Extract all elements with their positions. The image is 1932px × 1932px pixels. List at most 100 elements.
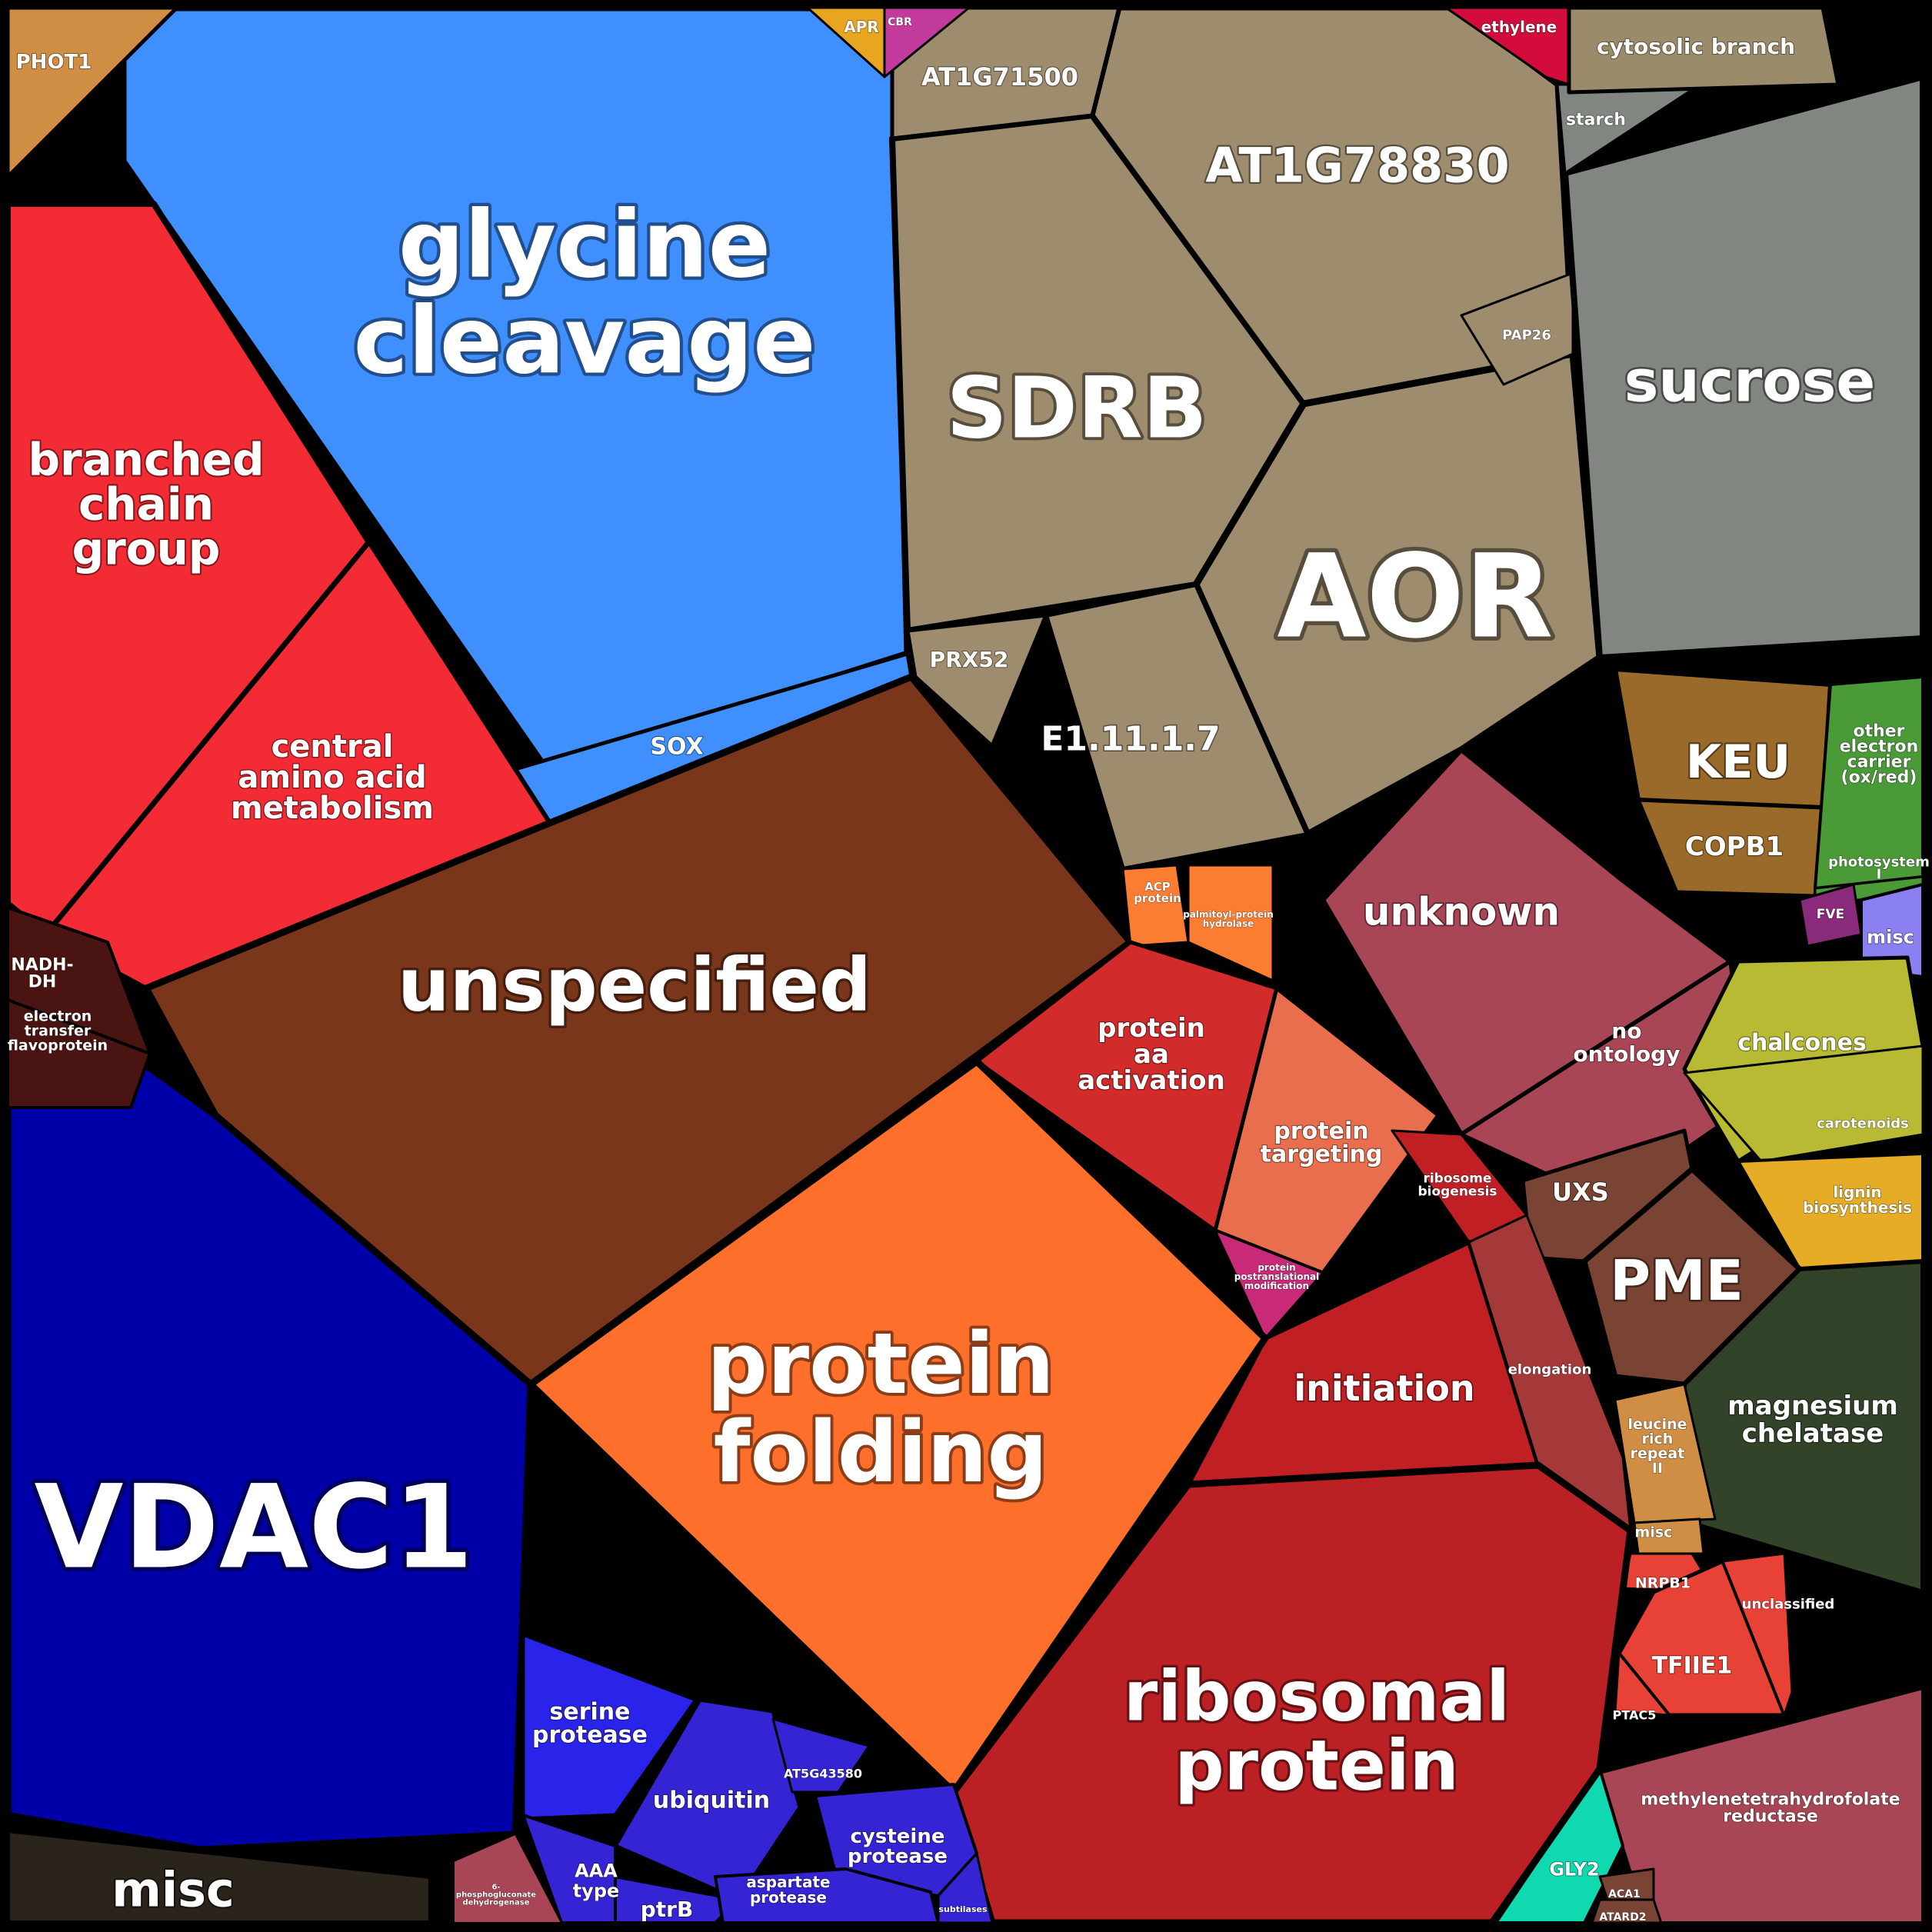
cell-label-no-ontology-26: no ontology xyxy=(1574,1018,1681,1067)
cell-label-sox-1: SOX xyxy=(650,734,703,761)
cell-label-initiation-49: initiation xyxy=(1294,1367,1474,1409)
cell-misc-34 xyxy=(1633,1517,1705,1555)
cell-label-apr-13: APR xyxy=(844,18,879,36)
cell-unknown-25 xyxy=(1321,748,1733,1137)
cell-label-ptac5-38: PTAC5 xyxy=(1613,1708,1657,1723)
cell-at5g43580-59 xyxy=(771,1717,871,1794)
cell-label-cysteine-protease-60: cysteine protease xyxy=(848,1825,948,1868)
cell-cytosolic-branch-18 xyxy=(1567,5,1840,95)
cell-misc-54 xyxy=(5,1828,433,1925)
cell-label-nadh-dh-55: NADH-DH xyxy=(11,956,73,992)
cell-sucrose-16 xyxy=(1562,74,1926,661)
cell-label-tfiie1-36: TFIIE1 xyxy=(1652,1653,1733,1680)
cell-label-nrpb1-35: NRPB1 xyxy=(1635,1575,1690,1592)
cell-label-ribosome-biogenesis-48: ribosome biogenesis xyxy=(1417,1171,1497,1199)
cell-vdac1-53 xyxy=(4,1061,535,1854)
cell-label-elongation-50: elongation xyxy=(1508,1361,1592,1377)
cell-cbr-14 xyxy=(883,6,971,78)
cell-label-pme-31: PME xyxy=(1610,1248,1744,1313)
cell-misc-24 xyxy=(1860,883,1924,978)
cell-label-sucrose-16: sucrose xyxy=(1624,347,1876,415)
cell-label-cbr-14: CBR xyxy=(888,16,912,28)
cell-label-cytosolic-branch-18: cytosolic branch xyxy=(1597,34,1795,59)
cell-label-aaa-type-61: AAA type xyxy=(573,1860,620,1901)
cell-label-fve-23: FVE xyxy=(1817,907,1844,922)
treemap-labels: glycine cleavage SOX branched chain group cent… xyxy=(7,15,1930,1924)
cell-phot1-4 xyxy=(5,5,179,179)
treemap-cells xyxy=(4,4,1926,1927)
cell-aspartate-protease-63 xyxy=(714,1867,940,1924)
cell-label-unknown-25: unknown xyxy=(1363,890,1560,934)
cell-tfiie1-36 xyxy=(1617,1559,1787,1717)
cell-label-branched-chain-group-2: branched chain group xyxy=(28,433,264,575)
cell-palmitoyl-protein-hydrolase-44 xyxy=(1187,864,1274,982)
cell-label-subtilases-64: subtilases xyxy=(938,1904,987,1914)
cell-label-ubiquitin-58: ubiquitin xyxy=(653,1787,770,1814)
cell-label-aspartate-protease-63: aspartate protease xyxy=(746,1873,830,1907)
cell-label-aca1-41: ACA1 xyxy=(1608,1888,1641,1900)
cell-label-at1g78830-7: AT1G78830 xyxy=(1205,138,1509,194)
cell-label-at5g43580-59: AT5G43580 xyxy=(784,1767,862,1781)
cell-label-misc-34: misc xyxy=(1635,1524,1673,1541)
cell-label-phot1-4: PHOT1 xyxy=(16,51,92,74)
cell-acp-protein-43 xyxy=(1121,864,1190,948)
cell-label-protein-folding-52: protein folding xyxy=(707,1314,1054,1501)
cell-leucine-rich-repeat-ii-33 xyxy=(1614,1383,1717,1524)
cell-label-starch-17: starch xyxy=(1566,111,1626,130)
cell-unclassified-37 xyxy=(1721,1552,1794,1717)
cell-label-uxs-30: UXS xyxy=(1552,1178,1609,1207)
cell-label-pap26-12: PAP26 xyxy=(1502,327,1551,343)
cell-e1-11-1-7-10 xyxy=(1044,582,1310,871)
cell-label-acp-protein-43: ACP protein xyxy=(1134,880,1181,905)
cell-protein-folding-52 xyxy=(527,1058,1269,1796)
cell-label-electron-transfer-flavoprotein-56: electron transfer flavoprotein xyxy=(8,1008,108,1054)
cell-ptac5-38 xyxy=(1614,1652,1671,1717)
cell-prx52-11 xyxy=(905,613,1048,748)
cell-label-vdac1-53: VDAC1 xyxy=(34,1461,473,1595)
cell-label-unclassified-37: unclassified xyxy=(1742,1596,1835,1612)
cell-label-copb1-20: COPB1 xyxy=(1685,831,1784,862)
cell-atard2-42 xyxy=(1591,1898,1663,1924)
cell-label-serine-protease-57: serine protease xyxy=(532,1699,648,1749)
cell-label-sdrb-6: SDRB xyxy=(946,359,1207,458)
cell-ubiquitin-58 xyxy=(613,1697,802,1902)
cell-label-6-phosphogluconate-dehydrogenase-65: 6-phosphogluconate dehydrogenase xyxy=(456,1884,536,1907)
cell-label-e1-11-1-7-10: E1.11.1.7 xyxy=(1041,719,1220,758)
cell-at1g71500-8 xyxy=(890,5,1121,141)
cell-label-methylenetetrahydrofolate-reductase-39: methylenetetrahydrofolate reductase xyxy=(1641,1790,1900,1827)
cell-6-phosphogluconate-dehydrogenase-65 xyxy=(453,1834,562,1924)
cell-electron-transfer-flavoprotein-56 xyxy=(6,998,152,1109)
cell-label-palmitoyl-protein-hydrolase-44: palmitoyl-protein hydrolase xyxy=(1183,909,1274,929)
cell-label-at1g71500-8: AT1G71500 xyxy=(921,62,1078,92)
cell-label-carotenoids-28: carotenoids xyxy=(1817,1115,1909,1131)
cell-label-keu-19: KEU xyxy=(1686,735,1790,789)
cell-label-gly2-40: GLY2 xyxy=(1549,1858,1599,1880)
cell-label-atard2-42: ATARD2 xyxy=(1599,1911,1646,1924)
cell-label-magnesium-chelatase-32: magnesium chelatase xyxy=(1727,1391,1898,1449)
cell-label-chalcones-27: chalcones xyxy=(1737,1030,1867,1057)
cell-label-prx52-11: PRX52 xyxy=(930,647,1009,672)
cell-label-unspecified-5: unspecified xyxy=(398,943,871,1028)
cell-label-other-electron-carrier-ox-red-21: other electron carrier (ox/red) xyxy=(1840,722,1919,788)
cell-label-ethylene-15: ethylene xyxy=(1481,18,1557,36)
cell-label-glycine-cleavage-0: glycine cleavage xyxy=(353,192,815,395)
cell-carotenoids-28 xyxy=(1683,1044,1924,1163)
cell-serine-protease-57 xyxy=(521,1632,698,1821)
cell-label-protein-targeting-46: protein targeting xyxy=(1261,1118,1383,1168)
cell-label-lignin-biosynthesis-29: lignin biosynthesis xyxy=(1803,1183,1912,1217)
cell-label-central-amino-acid-metabolism-3: central amino acid metabolism xyxy=(231,729,434,826)
cell-label-ptrb-62: ptrB xyxy=(641,1897,694,1922)
cell-label-leucine-rich-repeat-ii-33: leucine rich repeat II xyxy=(1627,1416,1687,1477)
cell-label-photosystem-i-22: photosystem I xyxy=(1828,854,1930,882)
cell-label-protein-aa-activation-45: protein aa activation xyxy=(1078,1013,1225,1096)
cell-subtilases-64 xyxy=(937,1852,994,1924)
cell-label-protein-postranslational-modification-47: protein postranslational modification xyxy=(1234,1262,1319,1291)
cell-elongation-50 xyxy=(1467,1214,1632,1532)
cell-pap26-12 xyxy=(1460,271,1574,386)
cell-label-ribosomal-protein-51: ribosomal protein xyxy=(1124,1657,1510,1807)
cell-label-misc-54: misc xyxy=(112,1862,235,1918)
cell-label-misc-24: misc xyxy=(1867,926,1914,948)
cell-label-aor-9: AOR xyxy=(1277,531,1553,665)
cell-protein-postranslational-modification-47 xyxy=(1214,1229,1324,1340)
